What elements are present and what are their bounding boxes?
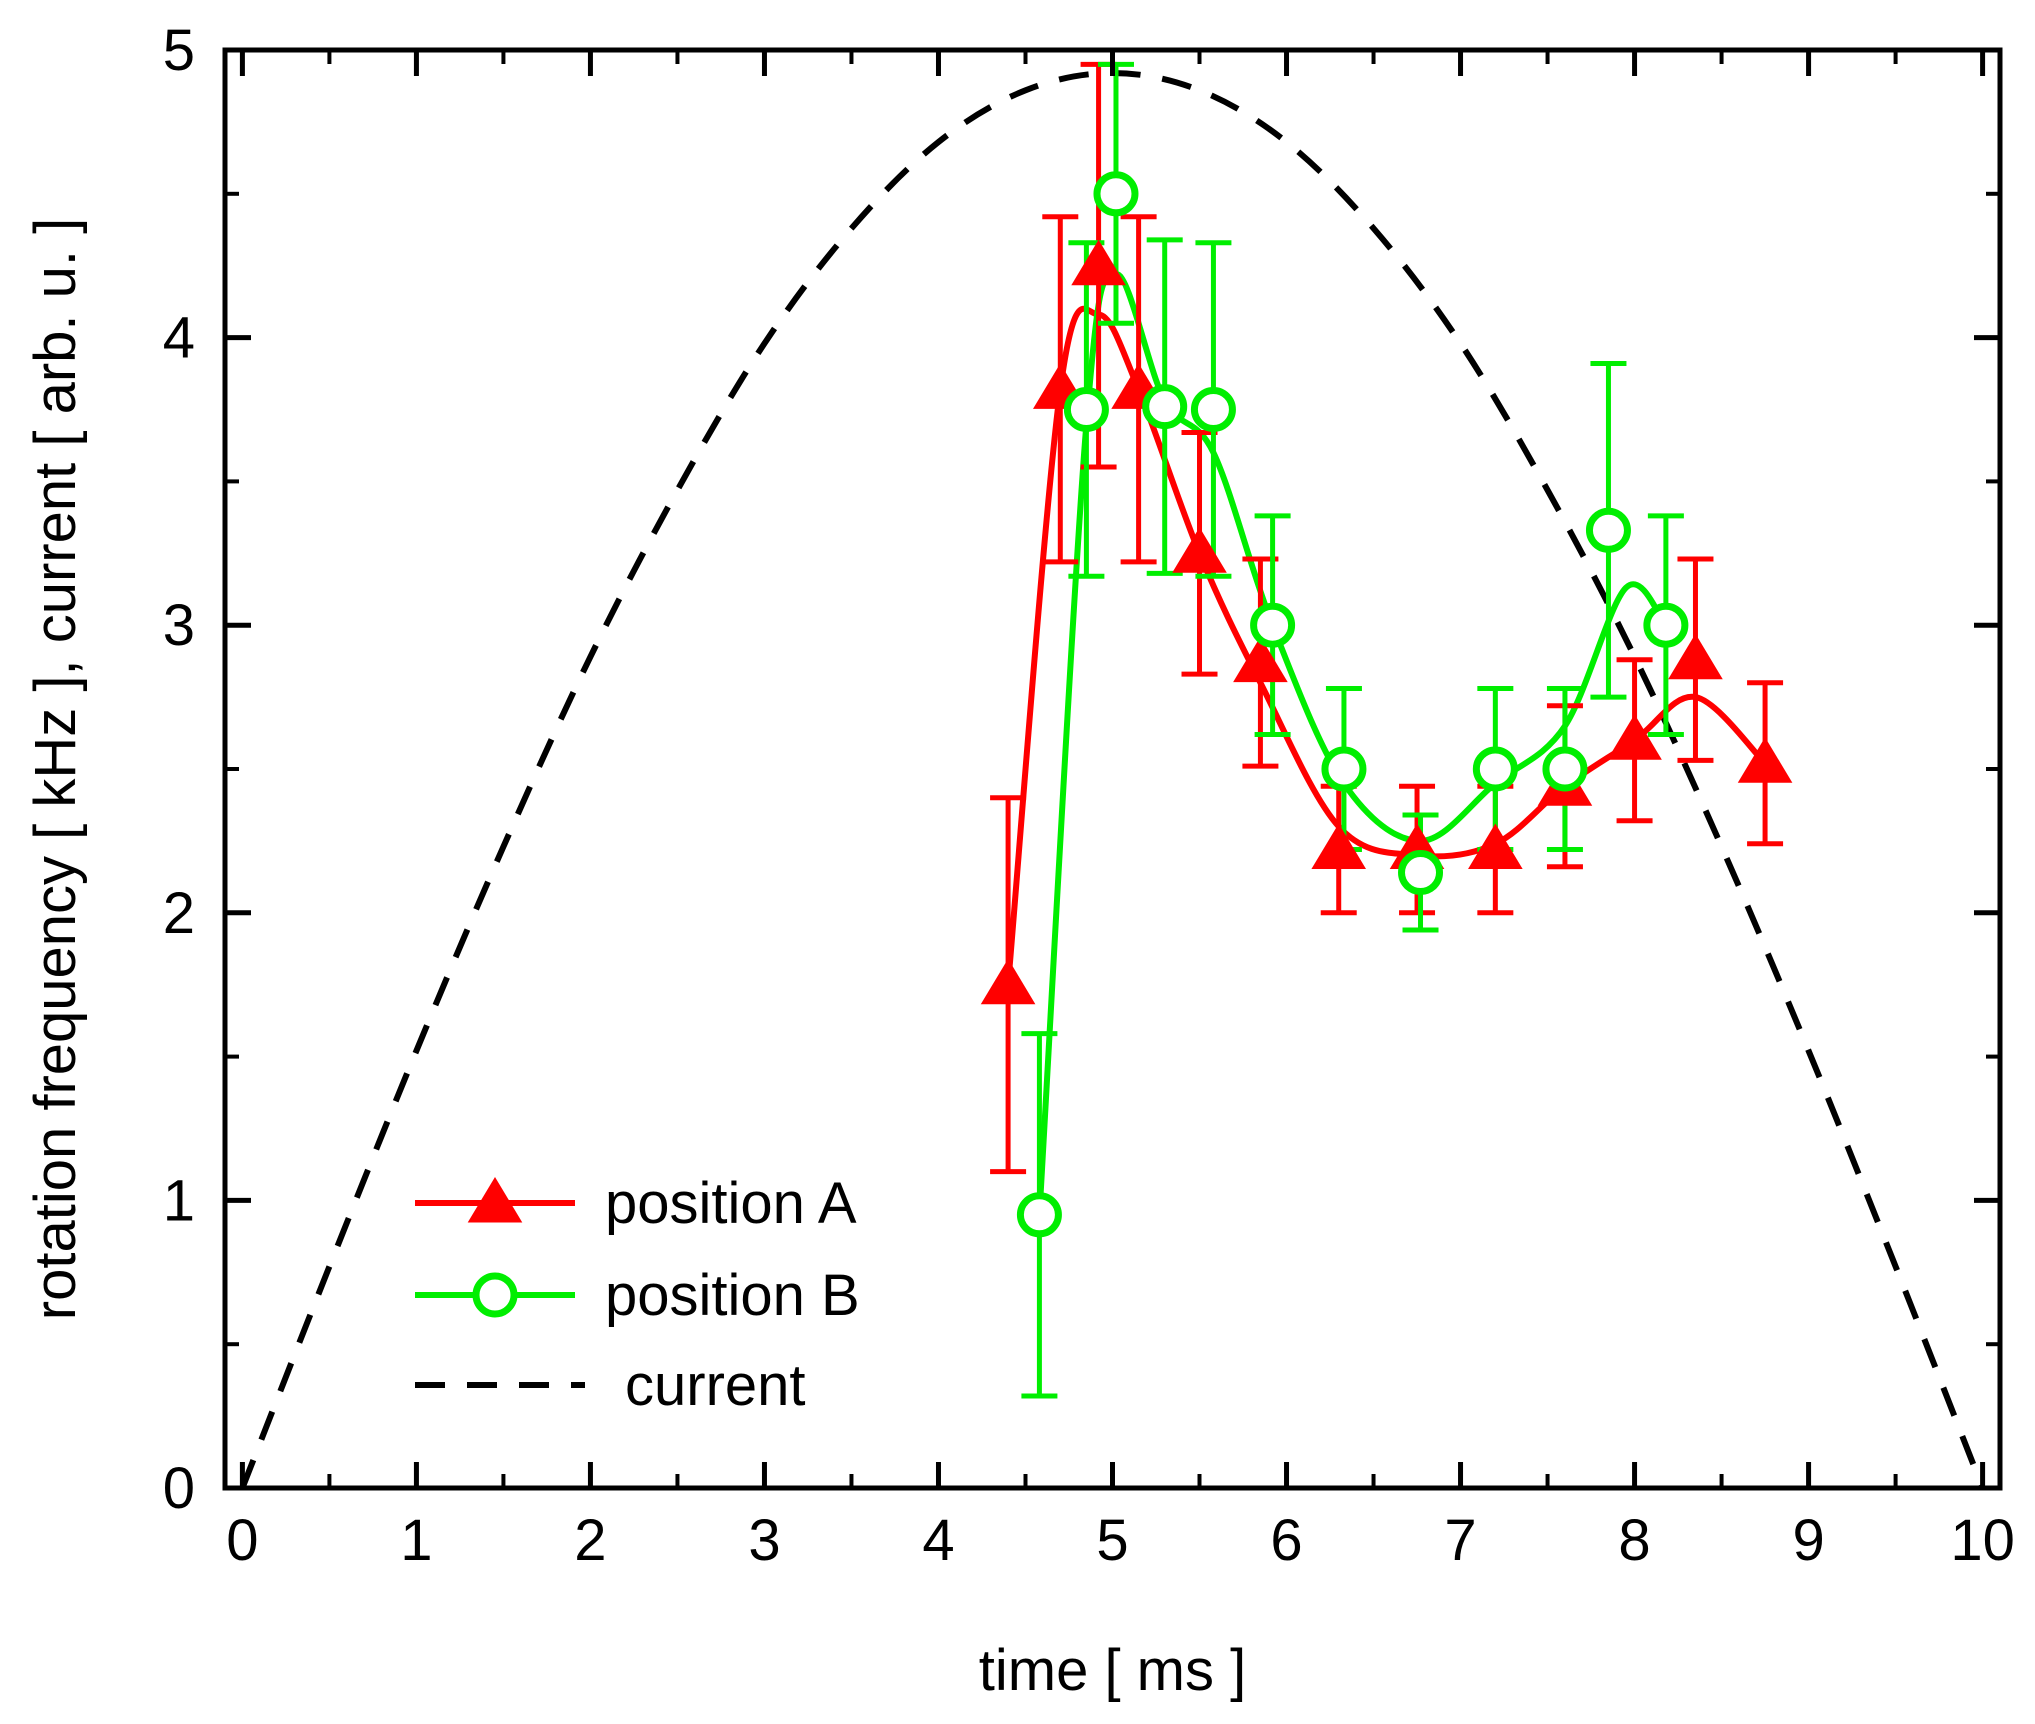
y-axis-label: rotation frequency [ kHz ], current [ ar… [23, 218, 88, 1320]
position-b-marker [1190, 387, 1236, 432]
position-a-marker [1172, 527, 1227, 573]
position-a-marker [1737, 737, 1793, 783]
position-a-marker [1311, 823, 1367, 870]
y-tick-label: 4 [163, 306, 195, 371]
y-tick-label: 1 [163, 1168, 195, 1233]
x-axis-label: time [ ms ] [979, 1638, 1246, 1703]
x-tick-label: 1 [400, 1508, 432, 1573]
position-a-marker [1233, 636, 1288, 683]
legend-label-position-a: position A [605, 1171, 857, 1236]
x-tick-label: 10 [1950, 1508, 2015, 1573]
position-b-marker [1250, 602, 1296, 648]
position-b-marker [1142, 384, 1188, 430]
position-b-marker [1643, 602, 1689, 648]
markers-layer [980, 171, 1793, 1238]
legend-triangle-marker [467, 1177, 523, 1223]
x-tick-label: 4 [922, 1508, 954, 1573]
x-tick-label: 5 [1096, 1508, 1128, 1573]
ticks-layer [225, 47, 2000, 1491]
position-b-marker [1016, 1192, 1062, 1238]
position-a-marker [1071, 239, 1126, 286]
position-b-marker [1472, 746, 1518, 792]
position-a-marker [980, 958, 1036, 1005]
x-tick-label: 0 [226, 1508, 258, 1573]
y-tick-label: 0 [163, 1456, 195, 1521]
position-a-marker [1668, 633, 1723, 680]
tick-labels-layer: 0 1 2 3 4 5 6 7 8 9 10 0 1 2 3 4 5 [163, 18, 2015, 1573]
position-a-marker [1468, 823, 1523, 870]
position-b-marker [1542, 746, 1588, 792]
position-b-marker [1398, 850, 1444, 896]
x-tick-label: 7 [1444, 1508, 1476, 1573]
y-tick-label: 2 [163, 881, 195, 946]
x-tick-label: 6 [1270, 1508, 1302, 1573]
x-tick-label: 9 [1792, 1508, 1824, 1573]
legend-label-position-b: position B [605, 1263, 860, 1328]
x-tick-label: 8 [1618, 1508, 1650, 1573]
position-b-marker [1093, 171, 1139, 217]
legend-circle-marker [472, 1272, 518, 1318]
position-b-marker [1063, 387, 1109, 432]
y-tick-label: 5 [163, 18, 195, 83]
x-tick-label: 2 [574, 1508, 606, 1573]
position-b-marker [1321, 746, 1367, 792]
legend: position A position B current [415, 1171, 860, 1418]
x-tick-label: 3 [748, 1508, 780, 1573]
position-b-marker [1585, 507, 1631, 553]
y-tick-label: 3 [163, 593, 195, 658]
legend-label-current: current [625, 1353, 806, 1418]
position-a-marker [1607, 714, 1662, 760]
